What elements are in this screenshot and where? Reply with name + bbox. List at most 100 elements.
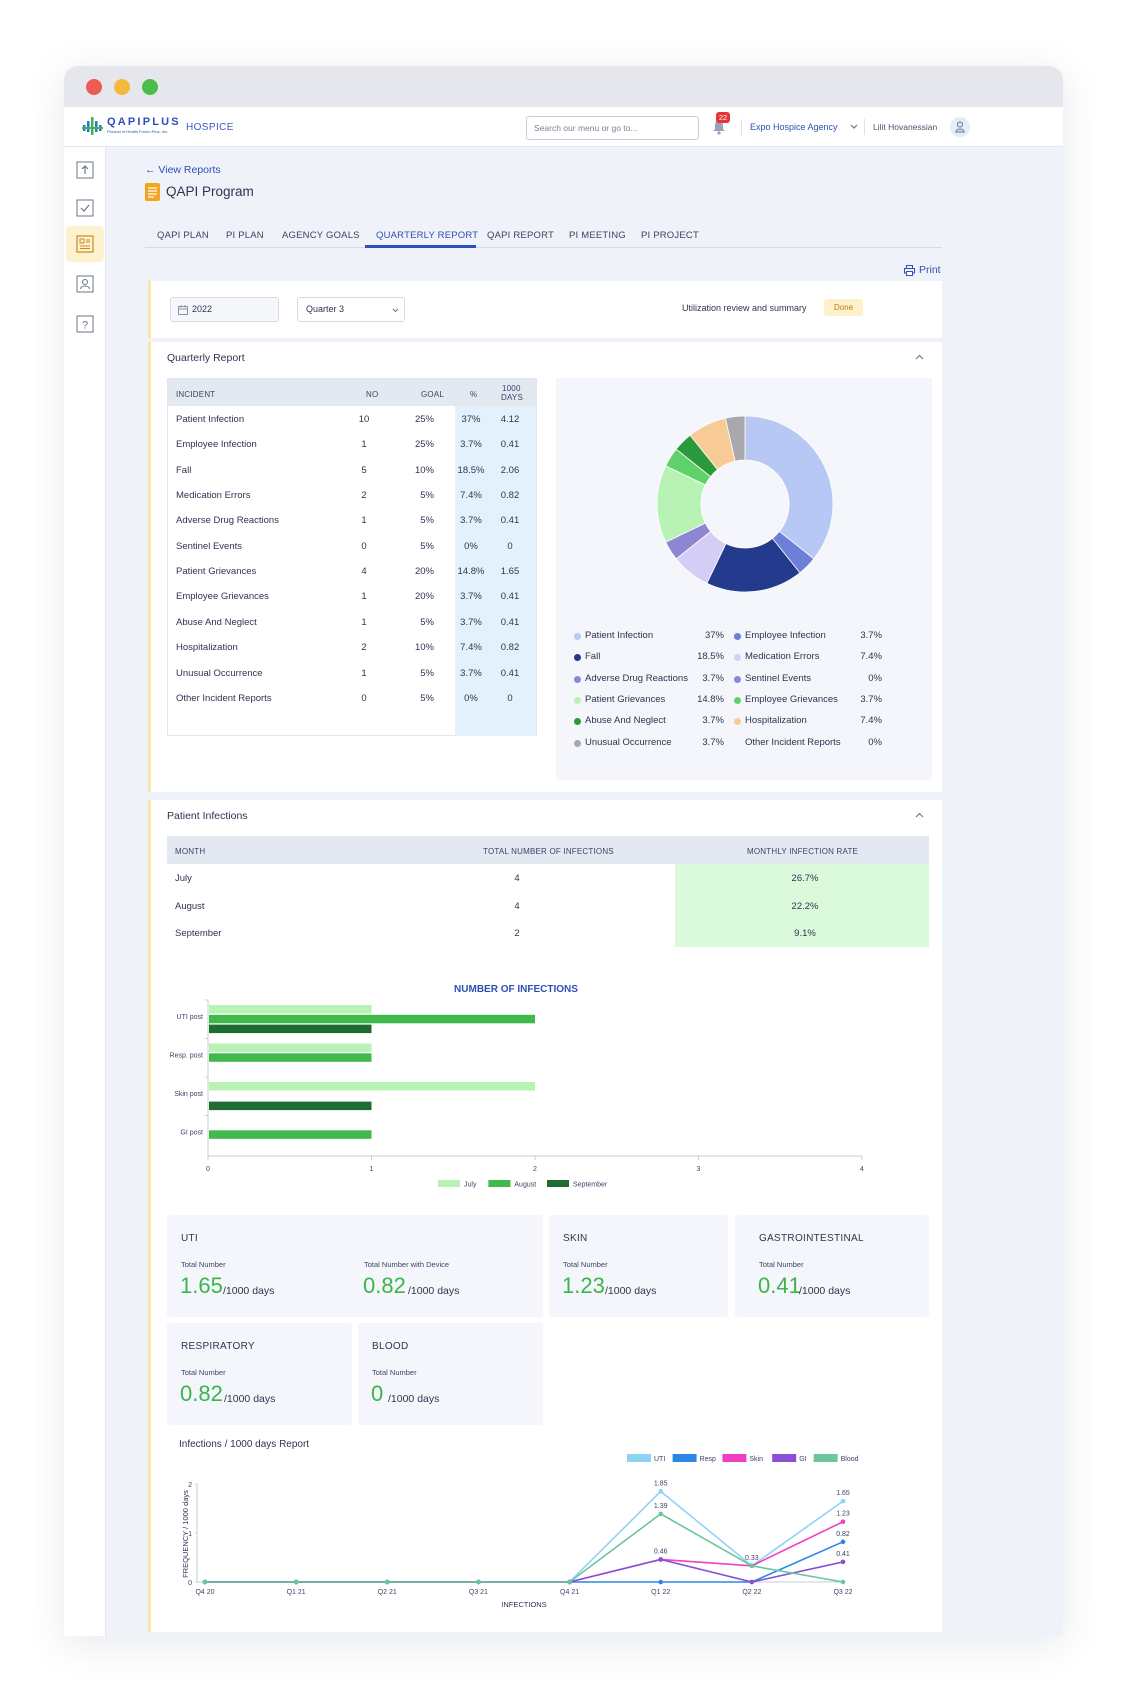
- incident-cell: 3.7%: [460, 515, 482, 527]
- legend-label: Employee Infection: [745, 630, 826, 641]
- printer-icon[interactable]: [904, 265, 915, 276]
- incident-cell: 0.41: [500, 667, 520, 679]
- incident-table-header: [168, 379, 536, 406]
- incident-cell: 2: [361, 490, 367, 502]
- legend-color-dot: [574, 718, 581, 726]
- stat-gi-value-1: 0.41: [758, 1273, 801, 1298]
- minimize-window-button[interactable]: [114, 79, 130, 95]
- user-avatar[interactable]: [950, 117, 970, 137]
- incident-cell: 18.5%: [457, 464, 485, 476]
- tab-pi-project[interactable]: PI PROJECT: [641, 230, 699, 241]
- legend-label: Patient Infection: [585, 630, 654, 641]
- maximize-window-button[interactable]: [142, 79, 158, 95]
- stat-unit: /1000 days: [408, 1285, 460, 1297]
- line-data-label: 1.23: [836, 1511, 850, 1518]
- tab-pi-meeting[interactable]: PI MEETING: [569, 230, 626, 241]
- tab-pi-plan[interactable]: PI PLAN: [226, 230, 264, 241]
- legend-value: 3.7%: [860, 693, 882, 705]
- line-y-tick-label: 2: [188, 1482, 192, 1489]
- header-incident: INCIDENT: [176, 390, 216, 399]
- patient-infections-card: Patient Infections MONTH TOTAL NUMBER OF…: [148, 800, 942, 1632]
- header-infection-rate: MONTHLY INFECTION RATE: [747, 847, 859, 856]
- incident-cell: Employee Infection: [176, 439, 257, 451]
- collapse-chevron-icon[interactable]: [915, 354, 924, 360]
- incident-cell: Unusual Occurrence: [176, 667, 263, 679]
- incident-cell: 5%: [420, 616, 434, 628]
- bar-july: [209, 1043, 372, 1052]
- tabs-underline: [145, 247, 942, 248]
- legend-color-dot: [734, 675, 741, 683]
- incident-cell: 5%: [420, 490, 434, 502]
- quarterly-report-title: Quarterly Report: [167, 352, 245, 364]
- incident-cell: Adverse Drug Reactions: [176, 515, 279, 527]
- legend-color-dot: [574, 675, 581, 683]
- incident-cell: 0%: [464, 540, 478, 552]
- agency-selector[interactable]: Expo Hospice Agency: [750, 122, 838, 132]
- back-to-reports-link[interactable]: ← View Reports: [145, 164, 221, 176]
- line-point: [840, 1539, 846, 1545]
- incident-cell: Medication Errors: [176, 490, 251, 502]
- stat-card-respiratory: RESPIRATORY Total Number 0.82 /1000 days: [167, 1323, 352, 1425]
- close-window-button[interactable]: [86, 79, 102, 95]
- sidebar-contacts-button[interactable]: [74, 273, 96, 295]
- search-input[interactable]: Search our menu or go to...: [526, 116, 699, 140]
- line-series-uti: [205, 1490, 844, 1583]
- top-bar: QAPIPLUS Product of Health Forum Plus, I…: [64, 107, 1063, 147]
- tab-agency-goals[interactable]: AGENCY GOALS: [282, 230, 360, 241]
- incident-cell: Patient Infection: [176, 414, 245, 425]
- header-month: MONTH: [175, 847, 206, 856]
- bar-july: [209, 1005, 372, 1014]
- sidebar-help-button[interactable]: ?: [74, 313, 96, 335]
- review-label: Utilization review and summary: [682, 303, 807, 313]
- incident-cell: 0%: [464, 692, 478, 704]
- line-y-tick-label: 1: [188, 1531, 192, 1538]
- stat-blood-title: BLOOD: [372, 1341, 409, 1352]
- incident-cell: 4: [361, 566, 367, 578]
- tab-qapi-plan[interactable]: QAPI PLAN: [157, 230, 209, 241]
- line-legend-swatch: [672, 1454, 697, 1462]
- line-point: [749, 1563, 755, 1569]
- notification-badge: 22: [716, 112, 730, 123]
- incident-cell: 5%: [420, 515, 434, 527]
- product-name: HOSPICE: [186, 122, 234, 133]
- infection-month: September: [175, 928, 222, 939]
- header-days: DAYS: [501, 393, 523, 402]
- legend-value: 3.7%: [702, 672, 724, 684]
- tab-quarterly-report[interactable]: QUARTERLY REPORT: [376, 230, 479, 241]
- print-button[interactable]: Print: [919, 264, 941, 276]
- legend-value: 7.4%: [860, 651, 882, 663]
- quarter-select[interactable]: Quarter 3: [297, 297, 405, 322]
- bar-july: [209, 1082, 535, 1091]
- infection-total: 2: [514, 928, 520, 939]
- sidebar-tasks-button[interactable]: [74, 197, 96, 219]
- user-name[interactable]: Lilit Hovanessian: [873, 122, 938, 132]
- incident-cell: 5%: [420, 667, 434, 679]
- bar-category-label: Resp. post: [170, 1053, 204, 1060]
- sidebar-reports-button[interactable]: [74, 233, 96, 255]
- line-point: [840, 1498, 846, 1504]
- incident-cell: Other Incident Reports: [176, 692, 272, 704]
- stat-blood-label-1: Total Number: [372, 1368, 417, 1377]
- incident-cell: 0.41: [500, 616, 520, 628]
- tab-qapi-report[interactable]: QAPI REPORT: [487, 230, 554, 241]
- sidebar-upload-button[interactable]: [74, 159, 96, 181]
- line-point: [384, 1579, 390, 1585]
- chevron-down-icon[interactable]: [850, 124, 858, 130]
- incident-cell: 5%: [420, 692, 434, 704]
- line-point: [293, 1579, 299, 1585]
- line-point: [658, 1511, 664, 1517]
- incident-cell: 25%: [414, 414, 434, 425]
- line-point: [840, 1579, 846, 1585]
- bar-x-tick-label: 4: [860, 1166, 864, 1173]
- incident-cell: 10%: [414, 464, 434, 476]
- year-value: 2022: [192, 304, 213, 314]
- incident-cell: 20%: [414, 566, 434, 578]
- collapse-chevron-icon[interactable]: [915, 812, 924, 818]
- year-picker[interactable]: 2022: [170, 297, 279, 322]
- stat-card-skin: SKIN Total Number 1.23 /1000 days: [549, 1215, 728, 1317]
- bar-august: [209, 1014, 535, 1024]
- legend-value: 7.4%: [860, 715, 882, 727]
- header-percent: %: [470, 390, 478, 399]
- legend-color-dot: [734, 633, 741, 640]
- incident-cell: 5%: [420, 540, 434, 552]
